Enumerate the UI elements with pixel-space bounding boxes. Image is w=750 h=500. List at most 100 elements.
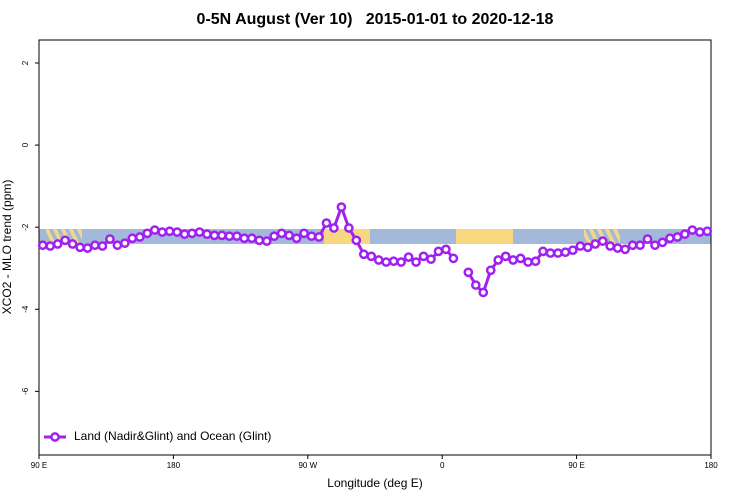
data-point xyxy=(67,239,78,249)
data-point xyxy=(665,233,675,244)
data-point xyxy=(575,241,586,251)
data-point xyxy=(291,233,302,244)
x-tick-label: 0 xyxy=(440,461,445,470)
data-point xyxy=(373,255,384,265)
data-point xyxy=(261,236,272,246)
data-point xyxy=(515,253,526,264)
data-point xyxy=(314,232,324,242)
data-point xyxy=(500,251,511,262)
data-point xyxy=(642,234,653,244)
chart-title: 0-5N August (Ver 10) 2015-01-01 to 2020-… xyxy=(197,11,554,28)
data-point xyxy=(344,223,354,233)
y-tick-label: 0 xyxy=(21,142,30,147)
data-point xyxy=(568,245,578,256)
data-point xyxy=(179,229,190,240)
data-point xyxy=(187,228,197,239)
data-point xyxy=(45,241,56,251)
data-point xyxy=(52,239,63,249)
data-point xyxy=(112,240,123,251)
data-point xyxy=(396,257,406,267)
data-point xyxy=(493,255,504,265)
data-point xyxy=(605,241,616,251)
data-point xyxy=(194,227,205,237)
data-point xyxy=(224,231,235,242)
data-point xyxy=(418,251,429,262)
y-tick-label: 2 xyxy=(21,60,30,65)
y-tick-label: -2 xyxy=(21,223,30,231)
x-tick-label: 90 E xyxy=(31,461,47,470)
data-point xyxy=(403,252,414,262)
x-tick-label: 90 W xyxy=(298,461,317,470)
data-point xyxy=(127,233,138,244)
data-point xyxy=(60,235,70,246)
data-point xyxy=(411,257,421,267)
data-point xyxy=(134,232,145,242)
data-point xyxy=(620,244,630,255)
legend-label: Land (Nadir&Glint) and Ocean (Glint) xyxy=(74,429,271,443)
data-point xyxy=(321,218,332,228)
data-point xyxy=(612,243,623,253)
x-tick-label: 90 E xyxy=(568,461,584,470)
data-point xyxy=(523,257,533,267)
data-point xyxy=(672,232,683,242)
y-axis-label: XCO2 - MLO trend (ppm) xyxy=(0,180,14,315)
data-point xyxy=(232,231,242,242)
data-point xyxy=(217,230,227,241)
legend-marker xyxy=(50,432,60,442)
data-point xyxy=(381,257,392,267)
data-point xyxy=(37,240,48,251)
x-axis-label: Longitude (deg E) xyxy=(327,476,422,490)
data-point xyxy=(254,235,265,246)
data-point xyxy=(105,234,115,244)
data-point xyxy=(553,248,563,258)
data-point xyxy=(284,230,294,241)
data-point xyxy=(336,202,347,212)
data-point xyxy=(627,240,638,251)
x-tick-label: 180 xyxy=(167,461,181,470)
land-band xyxy=(456,229,513,244)
data-point xyxy=(306,231,317,242)
data-point xyxy=(426,254,436,265)
data-point xyxy=(590,239,601,249)
data-point xyxy=(75,242,85,253)
y-tick-label: -4 xyxy=(21,305,30,313)
data-point xyxy=(269,231,280,242)
data-point xyxy=(82,243,93,253)
data-point xyxy=(239,233,250,244)
data-point xyxy=(582,242,593,253)
data-point xyxy=(358,249,369,260)
data-point xyxy=(702,226,713,237)
data-point xyxy=(388,256,399,267)
data-point xyxy=(299,228,309,239)
data-point xyxy=(508,255,518,265)
data-point xyxy=(657,237,668,248)
data-point xyxy=(448,253,459,264)
data-point xyxy=(478,287,489,298)
data-point xyxy=(209,230,220,241)
data-point xyxy=(687,225,698,235)
data-point xyxy=(157,227,168,237)
data-point xyxy=(433,246,444,257)
data-point xyxy=(329,223,339,233)
data-point xyxy=(142,228,153,239)
y-tick-label: -6 xyxy=(21,387,30,395)
data-point xyxy=(545,248,556,258)
data-point xyxy=(680,229,690,240)
data-point xyxy=(172,227,182,237)
data-point xyxy=(149,225,160,235)
data-point xyxy=(441,244,451,255)
data-point xyxy=(351,235,362,246)
data-point xyxy=(470,280,481,290)
data-point xyxy=(463,267,474,278)
data-point xyxy=(485,265,496,276)
data-point xyxy=(276,228,287,239)
data-point xyxy=(97,241,108,251)
data-point xyxy=(202,229,212,240)
data-point xyxy=(530,256,541,267)
data-point xyxy=(650,240,660,251)
data-point xyxy=(635,240,645,251)
data-point xyxy=(560,247,571,258)
data-point xyxy=(246,233,257,244)
data-point xyxy=(694,227,705,237)
